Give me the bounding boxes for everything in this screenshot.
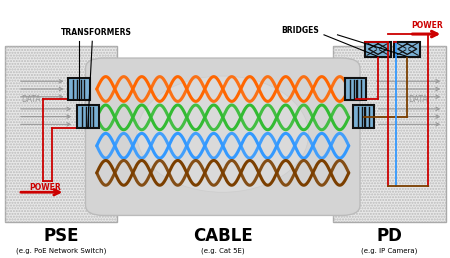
Text: POWER: POWER [412,21,444,30]
Bar [394,42,420,57]
Text: TRANSFORMERS: TRANSFORMERS [61,28,132,37]
Bar [68,78,90,100]
Bar [365,42,391,57]
Text: DATA: DATA [409,95,428,104]
Bar [353,105,374,128]
Text: DATA: DATA [21,95,40,104]
FancyBboxPatch shape [86,58,360,215]
Bar [333,46,446,222]
Bar [4,46,117,222]
Bar [345,78,366,100]
Text: (e.g. IP Camera): (e.g. IP Camera) [361,247,418,254]
Text: (e.g. Cat 5E): (e.g. Cat 5E) [201,247,244,254]
Bar [77,105,99,128]
Text: BRIDGES: BRIDGES [282,26,320,35]
Text: (e.g. PoE Network Switch): (e.g. PoE Network Switch) [16,247,106,254]
Text: CABLE: CABLE [193,227,252,245]
Bar [4,46,117,222]
Bar [333,46,446,222]
Text: PD: PD [376,227,402,245]
Ellipse shape [137,76,309,192]
Text: POWER: POWER [29,183,61,191]
Text: PSE: PSE [43,227,78,245]
